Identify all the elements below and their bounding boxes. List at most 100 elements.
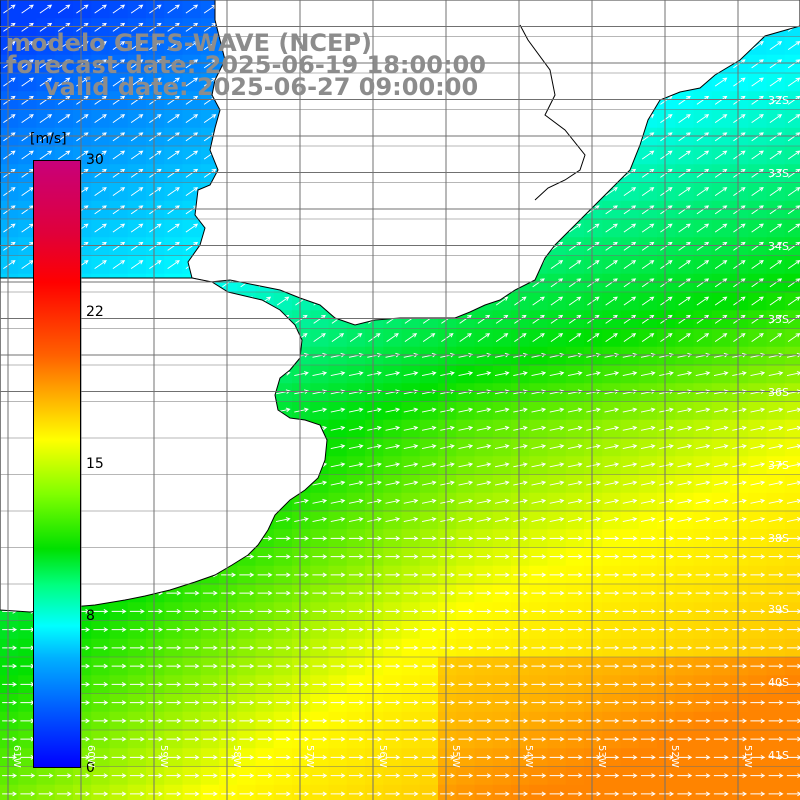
wind-arrow [641,168,655,178]
wind-arrow [660,168,673,178]
wind-arrow [751,77,764,87]
wind-arrow [185,59,199,69]
wind-arrow [76,132,89,142]
field-cell [784,146,800,165]
wind-arrow [112,4,126,14]
field-cell [310,784,329,800]
wind-arrow [769,187,783,197]
lat-label: 37S [768,459,789,472]
wind-arrow [39,132,53,142]
wind-arrow [112,41,126,51]
wind-arrow [76,77,89,87]
lat-label: 33S [768,167,789,180]
field-cell [255,784,275,800]
wind-arrow [733,187,746,197]
wind-arrow [3,223,16,233]
wind-arrow [3,150,16,160]
wind-arrow [3,59,16,69]
field-cell [365,784,384,800]
wind-arrow [76,41,89,51]
wind-arrow [94,114,107,124]
wind-arrow [769,41,783,51]
field-cell [438,784,457,800]
field-cell [273,784,293,800]
wind-arrow [751,168,764,178]
lon-label: 60W [85,745,96,768]
wind-arrow [185,95,199,105]
field-cell [784,219,800,238]
wind-arrow [714,77,728,87]
wind-arrow [21,95,34,105]
lon-label: 53W [596,745,607,768]
lat-label: 32S [768,94,789,107]
field-cell [18,784,37,800]
wind-arrow [714,114,728,124]
wind-arrow [149,150,162,160]
field-cell [164,784,183,800]
field-cell [784,328,800,348]
wind-arrow [3,4,16,14]
colorbar-tick: 15 [86,456,104,472]
wind-arrow [3,95,16,105]
field-cell [73,784,92,800]
valid-date: valid date: 2025-06-27 09:00:00 [44,73,479,101]
wind-arrow [130,168,144,178]
wind-arrow [130,22,144,32]
field-cell [766,784,786,800]
wind-arrow [39,59,53,69]
field-cell [419,784,439,800]
wind-arrow [696,150,710,160]
wind-arrow [39,41,53,51]
wind-arrow [769,150,783,160]
wind-arrow [3,22,16,32]
field-cell [54,784,74,800]
wind-arrow [112,59,126,69]
wind-arrow [94,95,107,105]
wind-arrow [57,59,71,69]
wind-arrow [3,114,16,124]
field-cell [109,784,129,800]
field-cell [127,784,147,800]
wind-arrow [149,22,162,32]
wind-arrow [733,132,746,142]
wind-arrow [39,150,53,160]
wind-arrow [678,150,691,160]
wind-arrow [149,168,162,178]
wind-arrow [185,77,199,87]
wind-arrow [714,95,728,105]
wind-arrow [39,114,53,124]
wind-arrow [149,41,162,51]
wind-arrow [57,150,71,160]
wind-arrow [714,205,728,215]
field-cell [200,784,220,800]
wind-arrow [751,150,764,160]
lon-label: 59W [158,745,169,768]
lat-label: 36S [768,386,789,399]
wind-arrow [21,114,34,124]
wind-arrow [94,150,107,160]
lon-label: 58W [231,745,242,768]
field-cell [693,784,713,800]
wind-arrow [167,205,180,215]
wind-arrow [605,187,618,197]
field-cell [784,127,800,147]
wind-arrow [203,41,217,51]
wind-arrow [733,114,746,124]
colorbar-tick: 22 [86,304,104,320]
field-cell [784,200,800,220]
wind-arrow [167,95,180,105]
wind-arrow [660,205,673,215]
wind-arrow [112,150,126,160]
wind-arrow [76,59,89,69]
wind-arrow [94,168,107,178]
field-cell [456,784,475,800]
wind-arrow [3,41,16,51]
wind-arrow [21,41,34,51]
wind-arrow [769,114,783,124]
wind-arrow [185,187,199,197]
wind-arrow [149,59,162,69]
wind-arrow [21,22,34,32]
field-cell [328,784,348,800]
